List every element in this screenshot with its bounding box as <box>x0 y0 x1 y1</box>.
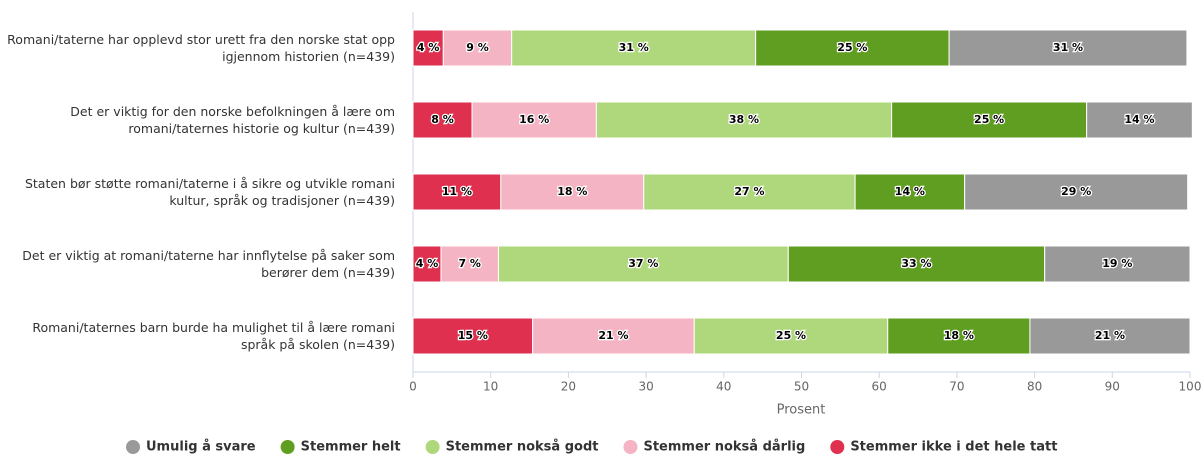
x-tick-label: 10 <box>483 380 498 394</box>
data-label: 15 % <box>458 329 488 342</box>
data-label: 31 % <box>619 41 649 54</box>
legend-marker <box>830 440 845 454</box>
bar-segment <box>412 173 502 211</box>
legend-marker <box>425 440 440 454</box>
bar-segment <box>1029 317 1191 355</box>
category-label: Det er viktig at romani/taterne har innf… <box>22 248 395 280</box>
data-label: 31 % <box>1053 41 1083 54</box>
bar-segment <box>412 101 473 139</box>
category-label: Det er viktig for den norske befolkninge… <box>70 104 395 136</box>
x-tick-label: 70 <box>949 380 964 394</box>
data-label: 14 % <box>895 185 925 198</box>
bar-segment <box>787 245 1046 283</box>
legend-label: Umulig å svare <box>146 440 256 455</box>
bar-segment <box>497 245 789 283</box>
category-label: Romani/taternes barn burde ha mulighet t… <box>32 320 395 352</box>
data-label: 25 % <box>974 113 1004 126</box>
legend-marker <box>280 440 295 454</box>
bar-segment <box>471 101 597 139</box>
bar-segment <box>1044 245 1191 283</box>
x-tick-label: 60 <box>872 380 887 394</box>
data-label: 7 % <box>458 257 481 270</box>
data-label: 4 % <box>417 41 440 54</box>
bar-segment <box>442 29 513 67</box>
bar-segment <box>440 245 499 283</box>
bar-segment <box>891 101 1088 139</box>
bar-segment <box>1086 101 1193 139</box>
data-label: 11 % <box>442 185 472 198</box>
data-label: 38 % <box>729 113 759 126</box>
data-label: 19 % <box>1102 257 1132 270</box>
data-label: 18 % <box>557 185 587 198</box>
x-tick-label: 50 <box>794 380 809 394</box>
legend-marker <box>126 440 140 454</box>
legend-label: Stemmer nokså dårlig <box>643 440 805 455</box>
bar-segment <box>511 29 757 67</box>
legend-label: Stemmer ikke i det hele tatt <box>850 440 1057 455</box>
bar-segment <box>854 173 966 211</box>
data-label: 8 % <box>431 113 454 126</box>
bar-segment <box>948 29 1188 67</box>
x-tick-label: 20 <box>561 380 576 394</box>
bar-segment <box>532 317 695 355</box>
data-label: 21 % <box>1095 329 1125 342</box>
data-label: 25 % <box>837 41 867 54</box>
data-label: 29 % <box>1061 185 1091 198</box>
x-tick-label: 90 <box>1105 380 1120 394</box>
legend-label: Stemmer helt <box>301 440 401 455</box>
category-label: Staten bør støtte romani/taterne i å sik… <box>24 176 395 208</box>
data-label: 18 % <box>944 329 974 342</box>
category-label: Romani/taterne har opplevd stor urett fr… <box>7 32 395 64</box>
bar-segment <box>643 173 856 211</box>
x-tick-label: 0 <box>409 380 417 394</box>
bar-segment <box>964 173 1189 211</box>
data-label: 25 % <box>776 329 806 342</box>
data-label: 21 % <box>598 329 628 342</box>
x-axis-title: Prosent <box>777 403 826 418</box>
data-label: 16 % <box>519 113 549 126</box>
data-label: 37 % <box>628 257 658 270</box>
bar-segment <box>887 317 1031 355</box>
legend-label: Stemmer nokså godt <box>446 440 599 455</box>
data-label: 9 % <box>466 41 489 54</box>
x-tick-label: 30 <box>638 380 653 394</box>
data-label: 4 % <box>416 257 439 270</box>
x-tick-label: 40 <box>716 380 731 394</box>
bar-segment <box>755 29 950 67</box>
legend-marker <box>623 440 638 454</box>
x-tick-label: 100 <box>1179 380 1202 394</box>
bar-segment <box>412 245 442 283</box>
data-label: 27 % <box>734 185 764 198</box>
data-label: 14 % <box>1124 113 1154 126</box>
x-tick-label: 80 <box>1027 380 1042 394</box>
data-label: 33 % <box>901 257 931 270</box>
